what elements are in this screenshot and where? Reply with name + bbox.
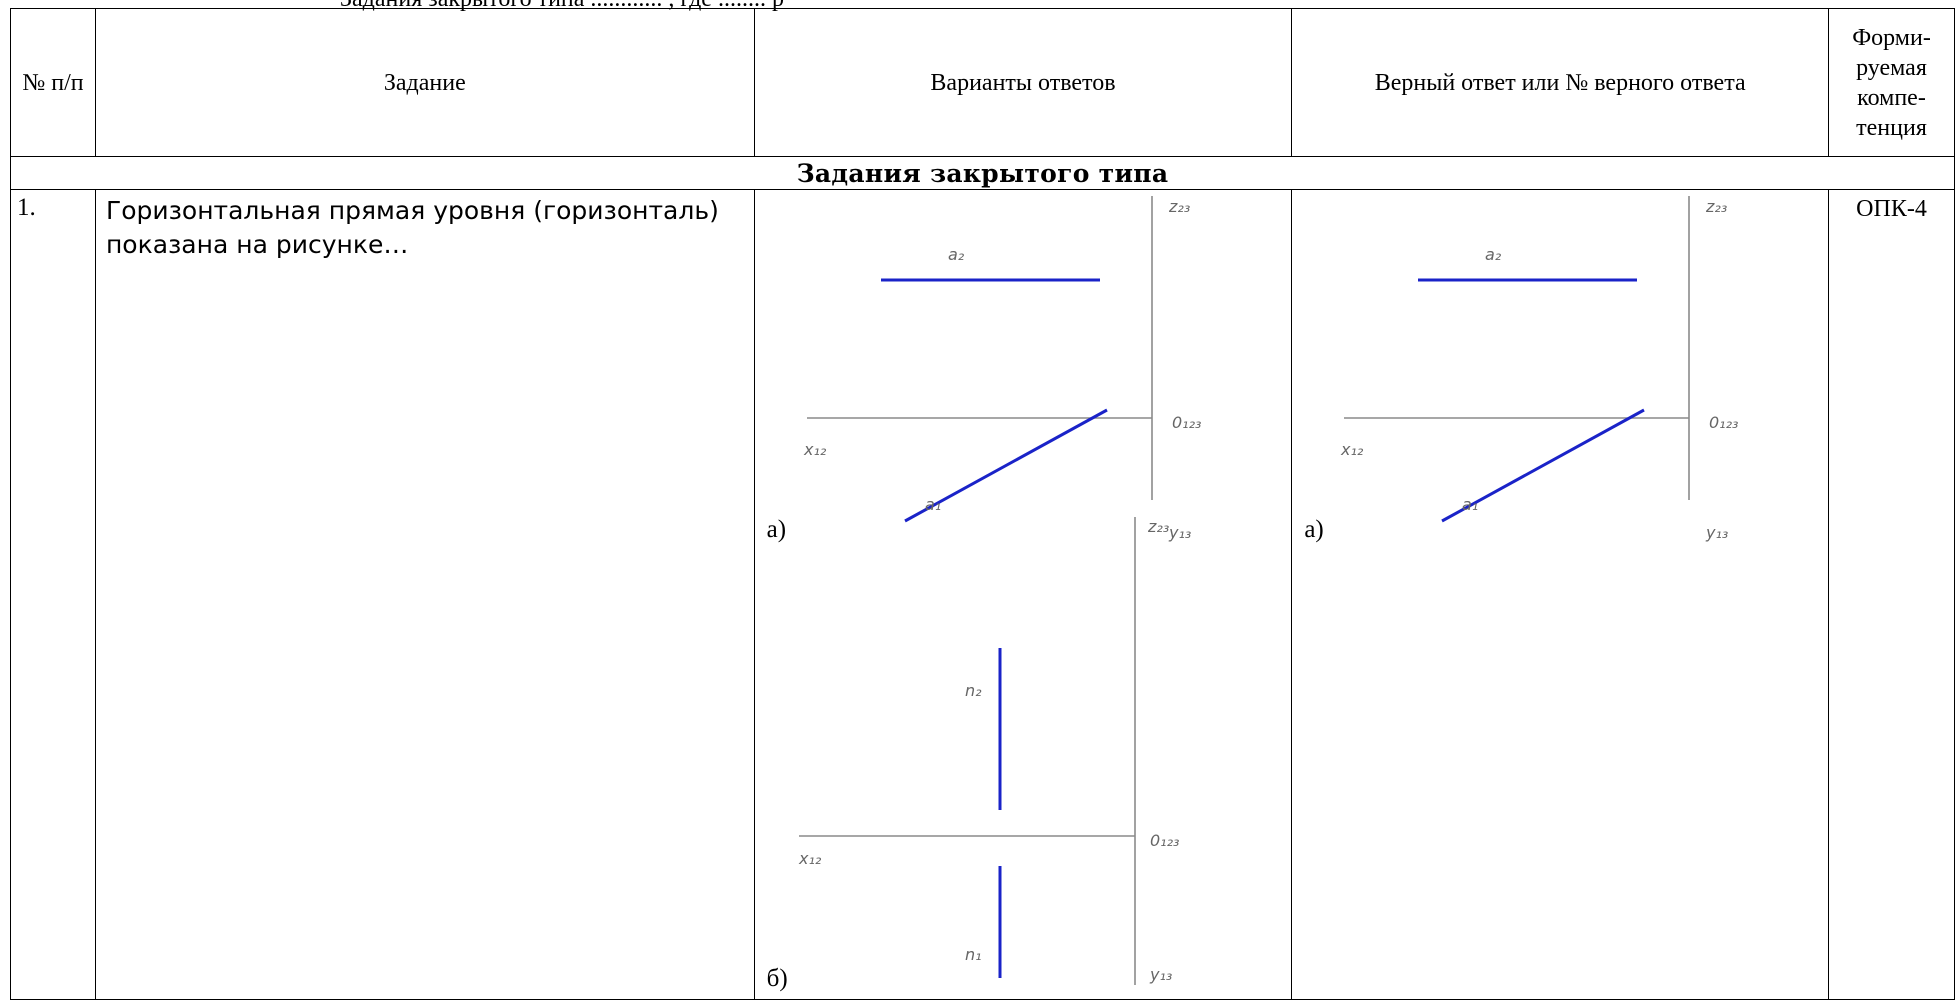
label-y13-a: y₁₃ <box>1168 523 1191 542</box>
answer-cell: a₂ z₂₃ 0₁₂₃ x₁₂ a₁ y₁₃ а) <box>1291 189 1829 1000</box>
label-a1-ans: a₁ <box>1462 495 1478 514</box>
header-answer: Верный ответ или № верного ответа <box>1291 8 1829 157</box>
label-z23-a: z₂₃ <box>1168 197 1190 216</box>
task-text: Горизонтальная прямая уровня (горизонтал… <box>94 189 755 1000</box>
label-o123-ans: 0₁₂₃ <box>1709 413 1738 432</box>
header-task: Задание <box>94 8 755 157</box>
label-a2: a₂ <box>948 245 965 264</box>
answer-label: а) <box>1304 516 1324 543</box>
label-a1: a₁ <box>925 495 941 514</box>
option-a-label: а) <box>766 516 787 543</box>
projection-figures: a₂ z₂₃ 0₁₂₃ x₁₂ a₁ y₁₃ z₂₃ n₂ 0₁₂₃ x₁₂ <box>798 196 1201 985</box>
label-z23-b: z₂₃ <box>1147 517 1169 536</box>
answer-figure: a₂ z₂₃ 0₁₂₃ x₁₂ a₁ y₁₃ <box>1340 196 1739 542</box>
options-cell: a₂ z₂₃ 0₁₂₃ x₁₂ a₁ y₁₃ z₂₃ n₂ 0₁₂₃ x₁₂ <box>753 189 1293 1000</box>
tasks-table: № п/п Задание Варианты ответов Верный от… <box>10 8 1955 1000</box>
header-competence: Форми-руемая компе-тенция <box>1828 8 1955 157</box>
label-x12-b: x₁₂ <box>798 849 822 868</box>
label-n1: n₁ <box>965 945 982 964</box>
table-row: 1. Горизонтальная прямая уровня (горизон… <box>10 189 1955 1000</box>
section-row: Задания закрытого типа <box>10 156 1955 190</box>
label-z23-ans: z₂₃ <box>1705 197 1727 216</box>
label-y13-b: y₁₃ <box>1149 965 1172 984</box>
competence-code: ОПК-4 <box>1828 189 1955 1000</box>
label-y13-ans: y₁₃ <box>1705 523 1728 542</box>
figure-answer-a: a₂ z₂₃ 0₁₂₃ x₁₂ a₁ y₁₃ <box>1340 196 1739 542</box>
label-a2-ans: a₂ <box>1485 245 1502 264</box>
figure-b: z₂₃ n₂ 0₁₂₃ x₁₂ n₁ y₁₃ <box>798 517 1179 985</box>
label-o123-a: 0₁₂₃ <box>1172 413 1201 432</box>
label-x12-a: x₁₂ <box>803 440 827 459</box>
row-number: 1. <box>10 189 96 1000</box>
header-row: № п/п Задание Варианты ответов Верный от… <box>10 8 1955 157</box>
figure-a: a₂ z₂₃ 0₁₂₃ x₁₂ a₁ y₁₃ <box>803 196 1201 542</box>
header-num: № п/п <box>10 8 96 157</box>
label-x12-ans: x₁₂ <box>1340 440 1364 459</box>
label-n2: n₂ <box>965 681 982 700</box>
label-o123-b: 0₁₂₃ <box>1150 831 1179 850</box>
header-options: Варианты ответов <box>753 8 1293 157</box>
section-title: Задания закрытого типа <box>10 156 1955 190</box>
option-b-label: б) <box>766 965 788 992</box>
